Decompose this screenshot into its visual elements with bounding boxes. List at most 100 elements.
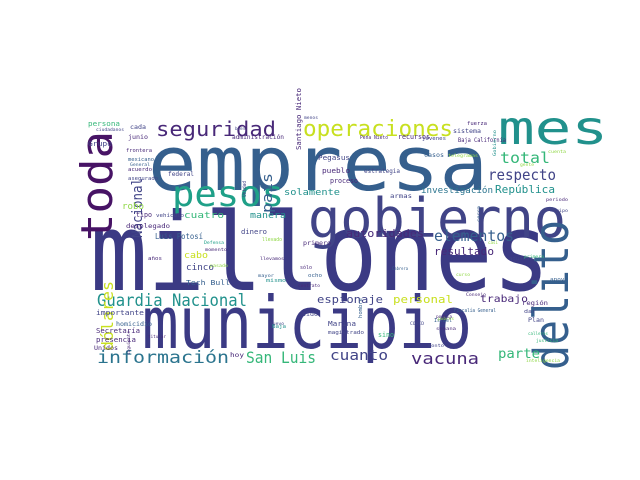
word-cada: cada [130, 124, 146, 131]
word-espionaje: espionaje [317, 293, 383, 306]
word-toda: toda [72, 131, 123, 241]
word-nacional: Nacional [130, 178, 146, 238]
word-junio: junio [128, 134, 148, 141]
word-tech-bull: Tech Bull [186, 279, 230, 287]
word-cerca: cerca [476, 205, 481, 222]
word-recursos: recursos [398, 133, 430, 141]
word-solamente: solamente [284, 188, 340, 198]
word-dinero: dinero [241, 228, 267, 236]
word-total: total [500, 149, 550, 167]
word-jovenes: jóvenes [422, 135, 446, 142]
word-pena-nieto: Peña Nieto [360, 135, 388, 141]
word-luis-potosi: Luis Potosí [155, 232, 203, 241]
word-dar: dar [524, 309, 536, 315]
word-persona: persona [88, 120, 120, 128]
word-sido: sido [302, 311, 318, 318]
word-cuatro: cuatro [184, 211, 224, 221]
word-region: región [522, 300, 548, 307]
word-fiscalia-general: Fiscalía General [454, 307, 496, 314]
word-llevamos: llevamos [260, 256, 285, 261]
word-mes: mes [498, 101, 608, 155]
word-casos: casos [424, 152, 444, 159]
word-pueblo: pueblo [322, 167, 350, 175]
word-millones: millones [90, 191, 550, 316]
word-consejo: Consejo [466, 292, 487, 297]
word-aduanas: aduanas [509, 256, 533, 262]
word-mismo: mismo [266, 278, 286, 284]
word-bien: bien [235, 126, 246, 131]
word-podria: podría [436, 314, 453, 319]
word-mexicano: mexicano [128, 157, 154, 163]
word-pobres: pobres [438, 316, 455, 321]
word-siguiente: siguiente [126, 330, 131, 355]
word-parte: parte [498, 347, 540, 362]
word-inteligencia: inteligencia [526, 358, 561, 363]
word-resultado: resultado [434, 245, 494, 258]
word-autoridades: autoridades [346, 227, 424, 240]
word-equipo: equipo [550, 208, 569, 213]
word-empresa: empresa [148, 119, 488, 208]
word-proceso: proceso [330, 177, 358, 185]
word-baja-california: Baja California [458, 137, 506, 144]
word-curso: curso [456, 272, 471, 277]
word-general: General [130, 162, 151, 167]
word-calleros: calleros [528, 331, 549, 336]
word-plan: Plan [528, 317, 544, 324]
word-nuevo: Nuevo [270, 321, 285, 326]
word-marina: Marina [328, 320, 356, 328]
word-contrato: contrato [298, 283, 321, 288]
word-gobierno: Gobierno [492, 129, 497, 156]
word-cuenta: cuenta [548, 149, 567, 154]
word-asegurado: asegurado [128, 176, 158, 182]
word-solo: sólo [300, 264, 312, 271]
word-menos: menos [304, 115, 319, 120]
word-cabrera: Cabrera [392, 266, 409, 271]
word-monto: monto [428, 343, 445, 348]
word-titular: titular [148, 334, 167, 339]
word-llevado: llevado [262, 237, 282, 243]
word-hombre: hombre [358, 298, 364, 318]
word-unidad: Unidad [242, 181, 248, 197]
word-gobierno: gobierno [308, 187, 566, 250]
word-acuerdo: acuerdo [128, 167, 152, 173]
word-secretaria: Secretaría [96, 327, 140, 335]
word-respecto: respecto [488, 166, 556, 184]
word-republica: República [495, 183, 555, 196]
word-pesos: pesos [172, 174, 284, 215]
word-cuanto: cuanto [330, 348, 388, 364]
word-momento: momento [205, 247, 228, 252]
word-tipo: tipo [136, 211, 152, 219]
word-gente: gente [520, 162, 535, 167]
word-israel: Israel [434, 318, 452, 324]
word-telegramas: telegramas [448, 153, 479, 158]
word-baja: Baja [272, 324, 286, 330]
word-trabajo: trabajo [480, 294, 528, 305]
word-seguridad: seguridad [156, 117, 276, 141]
word-vacuna: vacuna [411, 349, 479, 368]
word-desplegado: desplegado [126, 223, 170, 230]
word-presencia: presencia [96, 336, 136, 344]
word-hoy: hoy [230, 352, 244, 359]
word-casi: casi [488, 240, 499, 245]
word-operaciones: operaciones [303, 117, 453, 142]
word-magistrado: magistrado [328, 330, 364, 336]
word-sistema: sistema [453, 128, 481, 135]
word-justicia: justicia [536, 338, 559, 343]
word-fuerza: fuerza [467, 121, 487, 127]
word-defensa: Defensa [204, 240, 225, 245]
word-manera: manera [250, 211, 286, 221]
word-investigacion: investigación [421, 185, 493, 196]
word-guardia-nacional: Guardia Nacional [97, 291, 247, 311]
word-san-luis: San Luis [246, 348, 316, 367]
word-administracion: administración [232, 134, 284, 141]
word-ciudadanos: ciudadanos [96, 127, 125, 132]
word-semana: semana [436, 326, 457, 331]
word-delito: delito [524, 220, 580, 370]
word-apoyo: apoyo [550, 277, 568, 283]
word-pegasus: Pegasus [318, 154, 350, 162]
word-dolares: dólares [98, 281, 117, 351]
word-unidos: Unidos [94, 345, 118, 352]
word-municipio: municipio [142, 281, 472, 365]
word-grupo: Grupo [88, 140, 112, 148]
word-periodo: periodo [546, 197, 569, 202]
